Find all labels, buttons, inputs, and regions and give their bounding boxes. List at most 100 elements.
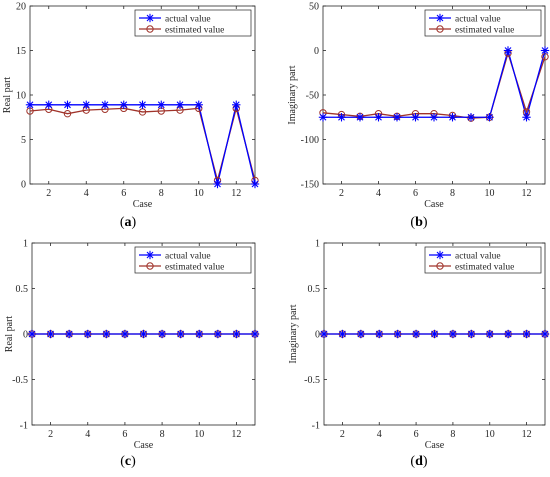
chart-panel-a: 2 4 6 8 10 12 0 5 10 15 20 Case Real part actual valu… bbox=[2, 2, 260, 230]
data-point-actual bbox=[319, 329, 329, 339]
y-tick-label: 0.5 bbox=[16, 284, 29, 295]
legend-label: actual value bbox=[165, 252, 211, 262]
y-tick-label: -0.5 bbox=[12, 375, 28, 386]
panel-label: (b) bbox=[410, 215, 427, 230]
legend-label: estimated value bbox=[165, 26, 224, 36]
x-tick-label: 10 bbox=[485, 429, 495, 440]
y-tick-label: 0 bbox=[21, 180, 26, 191]
x-tick-label: 2 bbox=[339, 188, 344, 199]
y-tick-label: 0.5 bbox=[308, 284, 321, 295]
data-point-actual bbox=[120, 329, 130, 339]
x-axis-label: Case bbox=[133, 199, 153, 210]
data-point-actual bbox=[139, 329, 148, 339]
data-point-actual bbox=[466, 113, 476, 122]
data-point-actual bbox=[44, 100, 53, 109]
data-point-actual bbox=[429, 113, 439, 122]
data-point-actual bbox=[448, 113, 457, 122]
data-point-actual bbox=[356, 329, 366, 339]
x-axis-label: Case bbox=[425, 440, 445, 451]
x-tick-label: 4 bbox=[85, 429, 90, 440]
x-tick-label: 10 bbox=[194, 188, 204, 199]
y-tick-label: 0 bbox=[315, 330, 320, 341]
legend-label: actual value bbox=[165, 15, 211, 25]
x-tick-label: 8 bbox=[159, 188, 164, 199]
data-point-actual bbox=[393, 329, 402, 339]
y-axis-label: Imaginary part bbox=[287, 65, 298, 124]
data-point-actual bbox=[27, 329, 37, 339]
y-axis-label: Imaginary part bbox=[288, 304, 299, 363]
data-point-actual bbox=[503, 329, 513, 339]
legend-box bbox=[424, 246, 542, 274]
y-axis-label: Real part bbox=[4, 316, 15, 353]
data-point-actual bbox=[102, 329, 111, 339]
x-tick-label: 8 bbox=[160, 429, 165, 440]
data-point-actual bbox=[392, 113, 402, 122]
legend-swatch-marker bbox=[145, 13, 155, 23]
data-point-actual bbox=[522, 113, 531, 122]
data-point-actual bbox=[411, 329, 421, 339]
x-tick-label: 12 bbox=[522, 429, 532, 440]
data-point-actual bbox=[522, 329, 531, 339]
data-point-actual bbox=[338, 329, 347, 339]
data-point-actual bbox=[63, 100, 72, 109]
data-point-estimated bbox=[63, 109, 72, 118]
y-tick-label: 1 bbox=[315, 239, 320, 250]
panel-label: (c) bbox=[120, 454, 136, 469]
data-point-actual bbox=[232, 100, 241, 109]
y-axis-label: Real part bbox=[2, 77, 13, 114]
x-tick-label: 8 bbox=[450, 429, 455, 440]
x-tick-label: 12 bbox=[522, 188, 532, 199]
x-tick-label: 8 bbox=[450, 188, 455, 199]
data-point-actual bbox=[430, 329, 439, 339]
data-point-actual bbox=[375, 329, 384, 339]
data-point-actual bbox=[175, 100, 185, 109]
legend-swatch-marker bbox=[436, 25, 444, 33]
x-axis-label: Case bbox=[424, 199, 444, 210]
x-tick-label: 12 bbox=[231, 429, 241, 440]
data-point-actual bbox=[195, 329, 204, 339]
y-tick-label: 1 bbox=[23, 239, 28, 250]
data-point-actual bbox=[337, 113, 346, 122]
data-point-actual bbox=[318, 113, 328, 122]
data-point-actual bbox=[213, 329, 223, 339]
chart-panel-b: 2 4 6 8 10 12 -150 -100 -50 0 50 Case Imaginary part… bbox=[287, 2, 550, 230]
data-point-actual bbox=[64, 329, 74, 339]
data-point-actual bbox=[194, 100, 203, 109]
legend-swatch-marker bbox=[146, 262, 154, 270]
y-tick-label: 10 bbox=[16, 91, 26, 102]
legend-label: estimated value bbox=[165, 263, 224, 273]
legend-swatch-marker bbox=[436, 262, 444, 270]
data-point-actual bbox=[213, 179, 222, 189]
x-tick-label: 4 bbox=[84, 188, 89, 199]
x-axis-label: Case bbox=[134, 440, 154, 451]
data-point-actual bbox=[467, 329, 476, 339]
data-point-actual bbox=[157, 100, 166, 109]
panel-label: (d) bbox=[410, 454, 427, 469]
legend-swatch-marker bbox=[145, 250, 155, 260]
y-tick-label: 50 bbox=[309, 2, 319, 13]
data-point-actual bbox=[540, 46, 550, 55]
data-point-actual bbox=[503, 46, 513, 55]
data-point-actual bbox=[250, 179, 260, 189]
x-tick-label: 2 bbox=[46, 188, 51, 199]
x-tick-label: 2 bbox=[48, 429, 53, 440]
x-tick-label: 4 bbox=[377, 429, 382, 440]
x-tick-label: 6 bbox=[413, 188, 418, 199]
data-point-actual bbox=[540, 329, 550, 339]
chart-panel-c: 2 4 6 8 10 12 -1 -0.5 0 0.5 1 Case Real part actual v… bbox=[4, 239, 260, 469]
legend-label: actual value bbox=[455, 15, 501, 25]
data-point-actual bbox=[82, 100, 91, 109]
legend-box bbox=[134, 246, 252, 274]
y-tick-label: 0 bbox=[23, 330, 28, 341]
data-point-actual bbox=[355, 113, 365, 122]
data-point-actual bbox=[250, 329, 260, 339]
legend-box bbox=[424, 9, 542, 37]
y-tick-label: -1 bbox=[20, 421, 28, 432]
y-tick-label: 20 bbox=[16, 2, 26, 13]
data-point-actual bbox=[83, 329, 92, 339]
data-point-actual bbox=[176, 329, 185, 339]
data-point-actual bbox=[411, 113, 420, 122]
data-point-actual bbox=[100, 100, 110, 109]
